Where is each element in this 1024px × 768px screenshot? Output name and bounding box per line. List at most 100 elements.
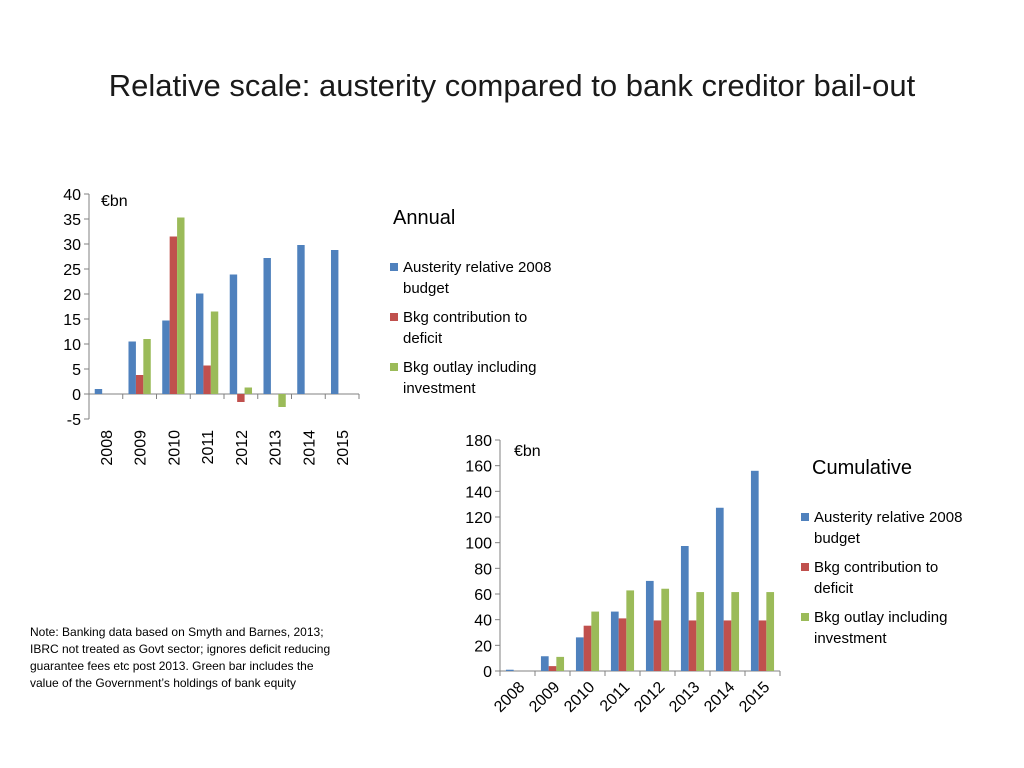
cumulative-y-tick-label: 120 xyxy=(465,510,492,527)
annual-bar xyxy=(169,236,178,394)
cumulative-bar xyxy=(556,656,565,671)
annual-legend-label-bkg-outlay: Bkg outlay including investment xyxy=(403,359,537,397)
cumulative-bar xyxy=(696,592,705,671)
cumulative-legend-item-austerity: Austerity relative 2008 budget xyxy=(801,507,964,549)
annual-y-tick-label: 30 xyxy=(63,237,81,254)
cumulative-x-tick-label: 2009 xyxy=(526,679,563,716)
cumulative-y-tick-label: 80 xyxy=(474,561,492,578)
annual-bar xyxy=(278,394,286,407)
cumulative-bar xyxy=(575,637,584,671)
annual-bar xyxy=(162,320,170,394)
annual-bar xyxy=(210,311,219,394)
cumulative-legend-swatch-bkg-contribution xyxy=(801,563,809,571)
annual-legend-item-bkg-outlay: Bkg outlay including investment xyxy=(390,357,553,399)
annual-legend-swatch-bkg-outlay xyxy=(390,363,398,371)
cumulative-y-tick-label: 160 xyxy=(465,459,492,476)
cumulative-y-tick-label: 20 xyxy=(474,638,492,655)
annual-y-tick-label: 0 xyxy=(72,387,81,404)
annual-y-tick-label: 40 xyxy=(63,187,81,204)
cumulative-legend-item-bkg-contribution: Bkg contribution to deficit xyxy=(801,557,964,599)
annual-bar xyxy=(237,394,245,402)
annual-legend-label-bkg-contribution: Bkg contribution to deficit xyxy=(403,309,528,347)
cumulative-bar xyxy=(723,620,732,671)
cumulative-bar xyxy=(618,618,627,671)
annual-bar xyxy=(203,365,211,394)
annual-y-tick-label: 10 xyxy=(63,337,81,354)
annual-bar xyxy=(263,258,271,394)
cumulative-y-tick-label: 0 xyxy=(483,664,492,681)
cumulative-legend-label-austerity: Austerity relative 2008 budget xyxy=(814,509,963,547)
cumulative-x-tick-label: 2011 xyxy=(597,679,633,715)
cumulative-bar xyxy=(540,656,549,671)
annual-x-tick-label: 2014 xyxy=(301,430,318,466)
cumulative-bar xyxy=(591,611,600,671)
cumulative-chart-title: Cumulative xyxy=(812,457,913,479)
annual-y-tick-label: -5 xyxy=(67,412,81,429)
annual-x-tick-label: 2010 xyxy=(166,430,183,466)
cumulative-y-tick-label: 40 xyxy=(474,613,492,630)
cumulative-bar xyxy=(731,592,740,671)
annual-unit-label: €bn xyxy=(101,193,128,210)
cumulative-x-tick-label: 2012 xyxy=(631,679,668,716)
footnote: Note: Banking data based on Smyth and Ba… xyxy=(30,625,331,690)
cumulative-bar xyxy=(583,625,592,671)
cumulative-bar xyxy=(653,620,662,671)
annual-y-tick-label: 5 xyxy=(72,362,81,379)
cumulative-y-tick-label: 140 xyxy=(465,484,492,501)
annual-bar xyxy=(229,274,238,394)
cumulative-legend-label-bkg-contribution: Bkg contribution to deficit xyxy=(814,559,939,597)
annual-y-tick-label: 15 xyxy=(63,312,81,329)
annual-chart-title: Annual xyxy=(393,207,456,229)
annual-legend-swatch-bkg-contribution xyxy=(390,313,398,321)
annual-y-tick-label: 20 xyxy=(63,287,81,304)
cumulative-legend-label-bkg-outlay: Bkg outlay including investment xyxy=(814,609,948,647)
annual-bar xyxy=(94,389,103,394)
cumulative-legend-swatch-austerity xyxy=(801,513,809,521)
annual-x-tick-label: 2013 xyxy=(268,430,285,466)
slide-title: Relative scale: austerity compared to ba… xyxy=(108,68,916,103)
annual-x-tick-label: 2015 xyxy=(335,430,352,466)
cumulative-legend-swatch-bkg-outlay xyxy=(801,613,809,621)
cumulative-y-tick-label: 180 xyxy=(465,433,492,450)
cumulative-bar xyxy=(645,580,654,671)
cumulative-bar xyxy=(715,507,724,671)
annual-x-tick-label: 2011 xyxy=(200,430,217,465)
cumulative-x-tick-label: 2015 xyxy=(736,679,773,716)
annual-legend-item-bkg-contribution: Bkg contribution to deficit xyxy=(390,307,553,349)
cumulative-legend: Austerity relative 2008 budget Bkg contr… xyxy=(801,507,964,657)
cumulative-x-tick-label: 2008 xyxy=(491,679,528,716)
annual-legend-item-austerity: Austerity relative 2008 budget xyxy=(390,257,553,299)
annual-x-tick-label: 2009 xyxy=(133,430,150,466)
cumulative-bar xyxy=(626,590,635,671)
cumulative-bar xyxy=(688,620,697,671)
annual-bar xyxy=(128,341,136,394)
annual-bar xyxy=(135,375,144,394)
cumulative-bar xyxy=(505,669,514,671)
annual-legend-label-austerity: Austerity relative 2008 budget xyxy=(403,259,552,297)
cumulative-bar xyxy=(680,546,689,671)
cumulative-x-tick-label: 2010 xyxy=(561,679,598,716)
cumulative-legend-item-bkg-outlay: Bkg outlay including investment xyxy=(801,607,964,649)
annual-y-tick-label: 25 xyxy=(63,262,81,279)
cumulative-x-tick-label: 2014 xyxy=(701,679,738,716)
annual-bar xyxy=(143,339,151,394)
annual-bar xyxy=(297,245,305,394)
cumulative-unit-label: €bn xyxy=(514,443,541,460)
annual-legend-swatch-austerity xyxy=(390,263,398,271)
cumulative-bar xyxy=(661,588,670,671)
annual-x-tick-label: 2012 xyxy=(234,430,251,466)
cumulative-bar xyxy=(610,611,619,671)
cumulative-x-tick-label: 2013 xyxy=(666,679,703,716)
annual-bar xyxy=(330,250,339,394)
cumulative-bar xyxy=(758,620,767,671)
annual-bar xyxy=(177,217,185,394)
cumulative-bar xyxy=(750,470,759,671)
cumulative-y-tick-label: 100 xyxy=(465,536,492,553)
cumulative-bar xyxy=(548,666,557,671)
annual-legend: Austerity relative 2008 budget Bkg contr… xyxy=(390,257,553,407)
annual-bar xyxy=(244,387,253,394)
annual-bar xyxy=(195,293,204,394)
cumulative-bar xyxy=(766,592,775,671)
